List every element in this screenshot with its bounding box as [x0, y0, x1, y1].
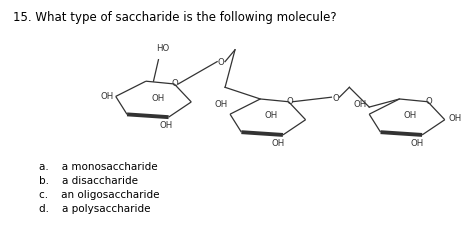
Text: OH: OH	[100, 91, 114, 101]
Text: OH: OH	[449, 114, 462, 123]
Text: O: O	[286, 97, 293, 106]
Text: a.    a monosaccharide: a. a monosaccharide	[39, 162, 158, 172]
Text: OH: OH	[215, 100, 228, 109]
Text: b.    a disaccharide: b. a disaccharide	[39, 175, 138, 185]
Text: c.    an oligosaccharide: c. an oligosaccharide	[39, 189, 160, 199]
Text: OH: OH	[403, 110, 417, 119]
Text: O: O	[332, 93, 339, 102]
Text: OH: OH	[354, 100, 367, 109]
Text: OH: OH	[410, 138, 424, 147]
Text: HO: HO	[156, 44, 170, 52]
Text: d.    a polysaccharide: d. a polysaccharide	[39, 203, 151, 213]
Text: 15. What type of saccharide is the following molecule?: 15. What type of saccharide is the follo…	[13, 11, 337, 24]
Text: O: O	[425, 97, 432, 106]
Text: O: O	[218, 58, 225, 67]
Text: O: O	[172, 79, 179, 88]
Text: OH: OH	[264, 110, 277, 119]
Text: OH: OH	[160, 121, 173, 130]
Text: OH: OH	[271, 138, 284, 147]
Text: OH: OH	[152, 94, 165, 103]
